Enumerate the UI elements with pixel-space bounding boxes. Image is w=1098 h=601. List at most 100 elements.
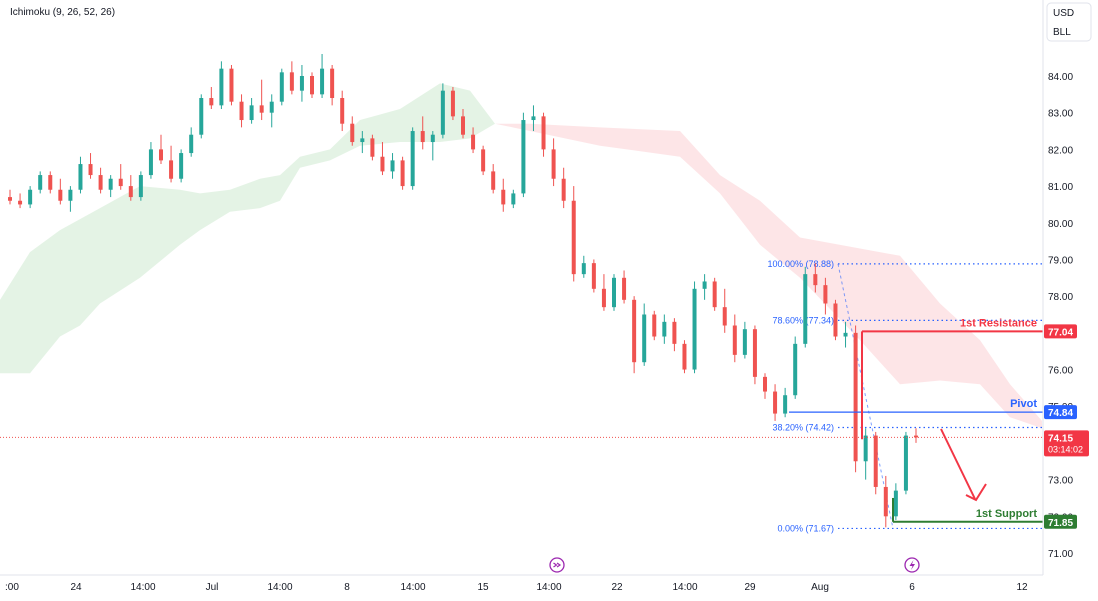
dividend-marker-icon[interactable]	[549, 557, 565, 573]
candle-body	[229, 68, 234, 102]
candle	[58, 178, 63, 205]
price-tick-label: 80.00	[1048, 219, 1073, 230]
candle	[722, 288, 727, 333]
candle	[219, 61, 224, 110]
candle-body	[581, 263, 586, 275]
candle	[612, 274, 616, 311]
candle-body	[783, 395, 788, 414]
candle	[118, 164, 123, 190]
time-tick-label: 15	[477, 582, 489, 593]
candle	[914, 428, 918, 443]
candle	[28, 186, 33, 209]
candle-body	[199, 98, 204, 135]
candle	[98, 167, 103, 194]
candle	[803, 266, 808, 348]
level-price-tag-label: 74.84	[1048, 408, 1073, 419]
candle-body	[601, 288, 606, 308]
price-tick-label: 84.00	[1048, 72, 1073, 83]
time-tick-label: 29	[744, 582, 756, 593]
candle	[763, 373, 767, 399]
price-tick-label: 83.00	[1048, 109, 1073, 120]
candle	[692, 281, 697, 374]
candle	[400, 156, 405, 190]
candle-body	[380, 156, 385, 172]
candle-body	[632, 299, 637, 363]
price-tick-label: 81.00	[1048, 182, 1073, 193]
candle	[239, 94, 244, 128]
time-tick-label: 6	[909, 582, 915, 593]
time-axis[interactable]: :00 24 14:00 Jul 14:00 8 14:00 15 14:00 22 14:00 29…	[5, 582, 1028, 593]
candle-body	[541, 116, 546, 150]
candle	[843, 321, 848, 348]
candle	[521, 112, 526, 198]
time-tick-label: 24	[70, 582, 82, 593]
candle	[471, 127, 476, 154]
candle	[269, 94, 274, 128]
candle-body	[823, 285, 828, 304]
level-price-tag	[1044, 324, 1077, 339]
candle	[450, 87, 455, 121]
candle	[370, 134, 375, 161]
candle	[652, 310, 657, 341]
candle-body	[138, 175, 143, 198]
price-tick-label: 71.00	[1048, 549, 1073, 560]
candle	[571, 186, 576, 282]
candle-body	[561, 178, 566, 201]
candle-body	[471, 134, 476, 150]
candle-body	[481, 149, 486, 172]
candle	[591, 259, 596, 293]
candle-body	[38, 175, 43, 190]
candle-body	[652, 314, 657, 337]
candle	[823, 277, 828, 315]
candle-body	[450, 90, 455, 117]
candle	[853, 325, 858, 473]
time-tick-label: Jul	[206, 582, 219, 593]
candle	[632, 296, 637, 374]
candle	[68, 186, 73, 212]
level-label-1st-support: 1st Support	[976, 508, 1037, 520]
candle-body	[712, 281, 717, 308]
candle-body	[259, 105, 264, 113]
candle-body	[722, 307, 727, 326]
candle	[893, 483, 898, 520]
currency-unit-selector[interactable]	[1046, 2, 1092, 42]
candle	[18, 193, 23, 209]
candle	[340, 90, 345, 132]
candle	[833, 299, 838, 341]
candle-body	[400, 160, 405, 187]
time-tick-label: Aug	[811, 582, 829, 593]
candle	[581, 255, 586, 278]
candle-body	[883, 486, 888, 517]
candle	[793, 336, 798, 399]
candle-body	[531, 116, 536, 121]
price-axis[interactable]: 84.0083.0082.0081.0080.0079.0078.0077.00…	[1044, 72, 1089, 560]
candle	[682, 340, 687, 374]
candle	[38, 171, 43, 194]
candle-body	[179, 153, 184, 179]
cloud-bearish	[495, 123, 1042, 429]
level-label-pivot: Pivot	[1010, 398, 1037, 410]
fib-level-label: 38.20% (74.42)	[772, 423, 834, 433]
candle	[732, 314, 737, 363]
candle-body	[501, 189, 506, 205]
earnings-flash-icon[interactable]	[904, 557, 920, 573]
indicator-legend[interactable]: Ichimoku (9, 26, 52, 26)	[10, 7, 115, 18]
candle	[8, 189, 12, 205]
candle-body	[873, 435, 878, 487]
candle-body	[773, 391, 778, 414]
candle	[189, 127, 194, 157]
candle	[541, 112, 546, 157]
fib-level-label: 78.60% (77.34)	[772, 315, 834, 325]
candle-body	[622, 277, 627, 300]
price-tick-label: 76.00	[1048, 366, 1073, 377]
candle-body	[370, 138, 375, 157]
candle	[712, 277, 717, 311]
candle-body	[803, 274, 808, 344]
candle	[773, 384, 778, 421]
level-price-tag-label: 77.04	[1048, 327, 1073, 338]
candle	[783, 387, 788, 418]
cloud-bullish	[0, 83, 495, 374]
currency-label: USD	[1053, 8, 1074, 19]
candle-body	[682, 343, 687, 370]
